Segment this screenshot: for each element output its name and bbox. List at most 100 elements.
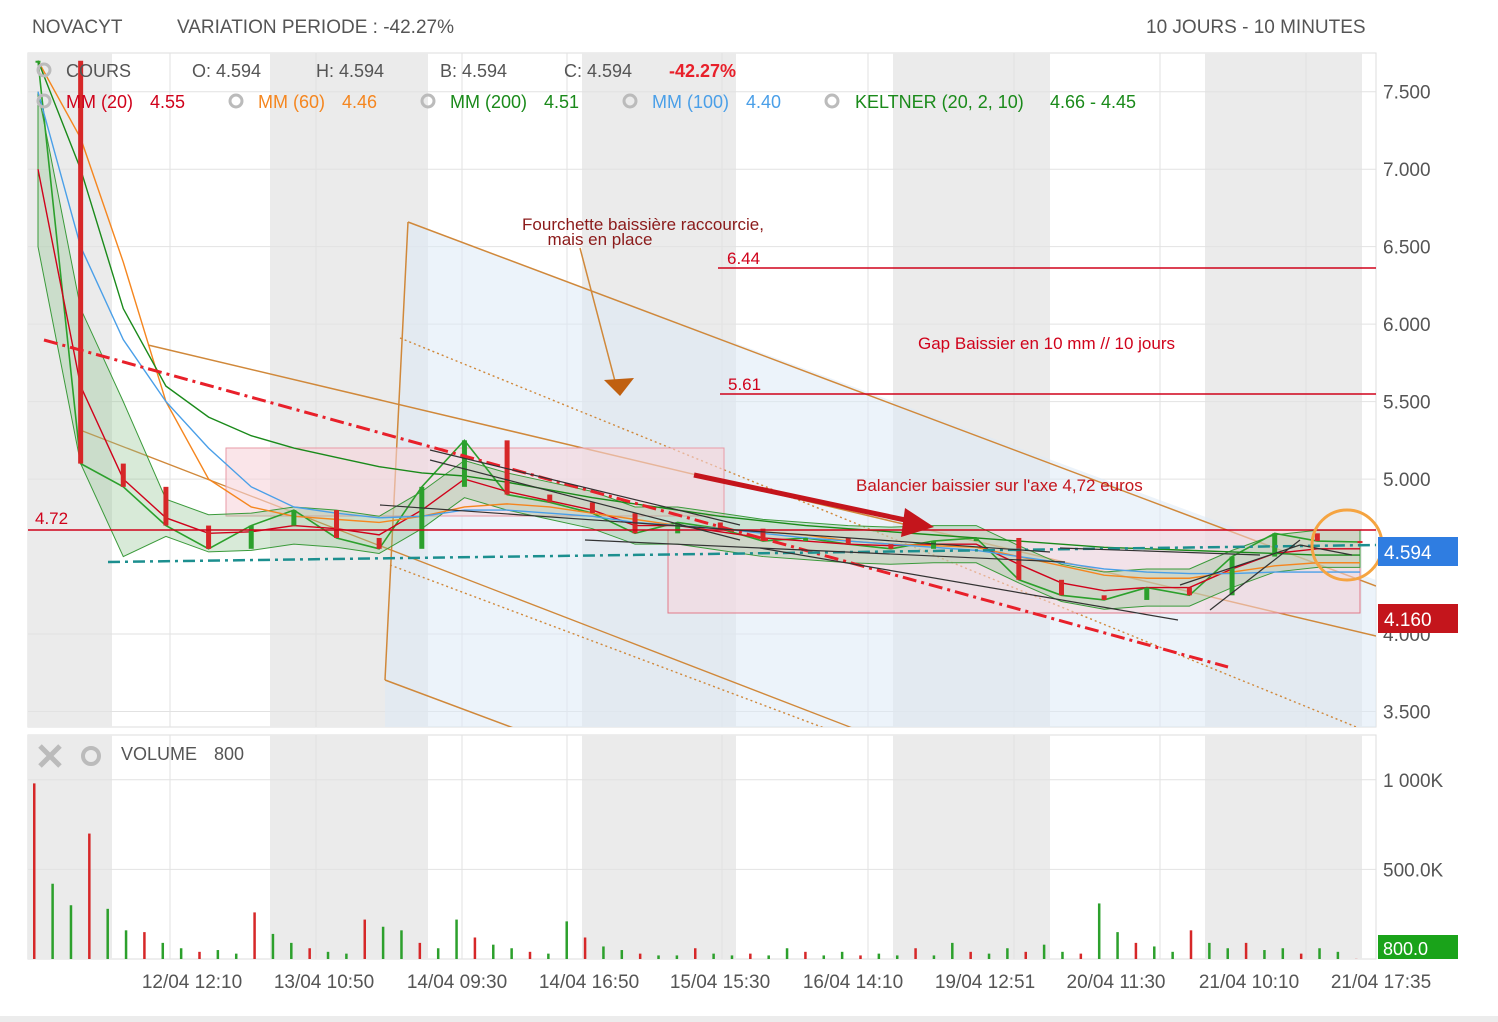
price-candle	[803, 537, 809, 542]
price-tick-label: 7.500	[1383, 83, 1431, 104]
volume-value: 800	[214, 744, 244, 764]
volume-bar	[1189, 930, 1193, 959]
price-candle	[547, 494, 553, 503]
volume-bar	[565, 921, 568, 959]
gear-icon[interactable]	[420, 93, 436, 109]
volume-bar	[804, 951, 807, 959]
volume-bar	[1336, 951, 1340, 959]
price-tick-label: 5.500	[1383, 393, 1431, 414]
volume-bar	[1263, 950, 1266, 959]
gear-icon[interactable]	[824, 93, 840, 109]
volume-layer	[33, 783, 1358, 959]
price-candle	[120, 463, 126, 487]
period-setting[interactable]: 10 JOURS - 10 MINUTES	[1146, 17, 1366, 38]
time-tick-label: 13/04 10:50	[274, 972, 374, 993]
fork-lower-dotted	[389, 564, 824, 727]
gear-icon[interactable]	[622, 93, 638, 109]
volume-bar	[1024, 951, 1027, 959]
volume-bar	[969, 951, 972, 959]
volume-bar	[1006, 948, 1009, 959]
cours-line	[37, 60, 1361, 601]
price-candle	[1016, 537, 1022, 580]
close-icon[interactable]	[38, 744, 62, 768]
fork-annotation-line2: mais en place	[548, 230, 653, 249]
support-line	[107, 543, 1377, 564]
price-candle	[1357, 541, 1363, 544]
volume-bar	[363, 919, 366, 959]
mm200-label: MM (200)	[450, 92, 527, 112]
time-tick-label: 19/04 12:51	[935, 972, 1035, 993]
price-legend: COURS O: 4.594 H: 4.594 B: 4.594 C: 4.59…	[36, 61, 1136, 112]
close-value: C: 4.594	[564, 61, 632, 81]
last-price-badge: 4.594	[1378, 537, 1458, 566]
change-value: -42.27%	[669, 61, 736, 81]
volume-bar	[1042, 944, 1046, 959]
price-candle	[845, 537, 851, 545]
time-tick-label: 14/04 09:30	[407, 972, 507, 993]
volume-bar	[987, 953, 991, 959]
gear-icon[interactable]	[81, 746, 101, 766]
gear-icon[interactable]	[228, 93, 244, 109]
mm60-value: 4.46	[342, 92, 377, 112]
price-candle	[206, 525, 212, 549]
volume-bar	[712, 953, 715, 959]
price-candle	[35, 60, 41, 63]
volume-bar	[1116, 932, 1119, 959]
price-candle	[248, 525, 254, 549]
instrument-title: NOVACYT	[32, 17, 123, 38]
volume-bar	[1299, 953, 1303, 959]
time-tick-label: 16/04 14:10	[803, 972, 903, 993]
volume-bar	[840, 951, 844, 959]
volume-bar	[951, 942, 954, 959]
mm100-value: 4.40	[746, 92, 781, 112]
volume-bar	[290, 942, 293, 959]
volume-bar	[33, 783, 36, 959]
volume-bar	[51, 883, 54, 959]
price-candle	[1101, 595, 1107, 600]
volume-bar	[1281, 948, 1285, 959]
price-candle	[163, 486, 169, 526]
volume-bar	[69, 905, 73, 959]
volume-bar	[1097, 903, 1101, 959]
price-candle	[675, 522, 681, 534]
volume-bar	[932, 955, 936, 959]
volume-label: VOLUME	[121, 744, 197, 764]
price-candle	[1229, 556, 1235, 596]
fork-upper-line	[407, 221, 1376, 587]
volume-bar	[271, 933, 275, 959]
volume-bar	[914, 948, 917, 959]
low-price-value: 4.160	[1384, 610, 1432, 631]
volume-bar	[1153, 946, 1156, 959]
time-tick-label: 12/04 12:10	[142, 972, 242, 993]
volume-bar	[198, 951, 201, 959]
gear-icon[interactable]	[36, 93, 52, 109]
volume-bar	[161, 942, 165, 959]
volume-bar	[602, 946, 605, 959]
price-tick-label: 7.000	[1383, 160, 1431, 181]
fork-annotation-line1: Fourchette baissière raccourcie,	[522, 215, 764, 234]
session-band-volume	[582, 735, 736, 959]
price-candle	[760, 528, 766, 542]
mm60-label: MM (60)	[258, 92, 325, 112]
volume-bar	[216, 950, 220, 959]
volume-bar	[179, 948, 183, 959]
gear-icon[interactable]	[36, 62, 52, 78]
volume-bar	[1226, 948, 1229, 959]
fork-arrow	[579, 247, 634, 396]
volume-bar	[124, 930, 128, 959]
price-candle	[376, 537, 382, 549]
volume-bar	[675, 955, 679, 959]
volume-bar	[1079, 953, 1083, 959]
price-candle	[931, 541, 937, 549]
price-candle	[1058, 579, 1064, 596]
price-candle	[78, 60, 84, 464]
price-candle	[1144, 587, 1150, 600]
period-variation: VARIATION PERIODE : -42.27%	[177, 17, 454, 38]
high-value: H: 4.594	[316, 61, 384, 81]
session-band-volume	[893, 735, 1050, 959]
volume-bar	[436, 948, 440, 959]
volume-bar	[767, 955, 770, 959]
price-tick-label: 6.500	[1383, 238, 1431, 259]
volume-bar	[1318, 948, 1321, 959]
